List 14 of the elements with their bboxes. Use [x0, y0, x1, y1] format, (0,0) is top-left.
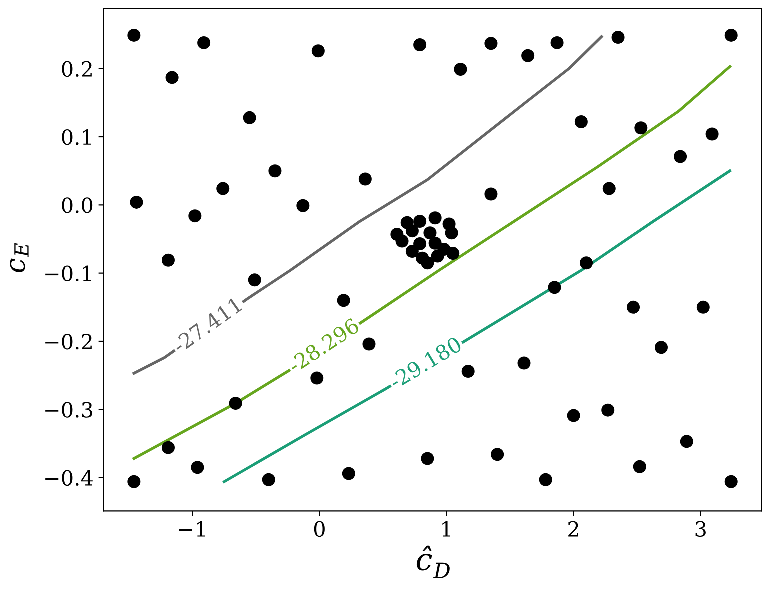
y-tick-label: −0.4 [46, 470, 93, 486]
x-tick-label: 2 [568, 521, 578, 537]
x-tick-label: 1 [442, 521, 450, 537]
y-tick-label: −0.3 [46, 402, 92, 418]
y-tick-label: 0.1 [62, 129, 91, 146]
x-tick-label: 3 [696, 521, 706, 538]
y-tick-label: −0.1 [46, 266, 91, 282]
x-tick-label: 0 [314, 521, 325, 538]
y-tick-label: 0.2 [62, 61, 92, 78]
y-axis-title: cE [10, 243, 29, 273]
y-tick-label: 0.0 [62, 198, 93, 214]
line-series [132, 65, 732, 460]
y-tick-label: −0.2 [46, 334, 92, 350]
x-tick-label: −1 [179, 521, 206, 537]
